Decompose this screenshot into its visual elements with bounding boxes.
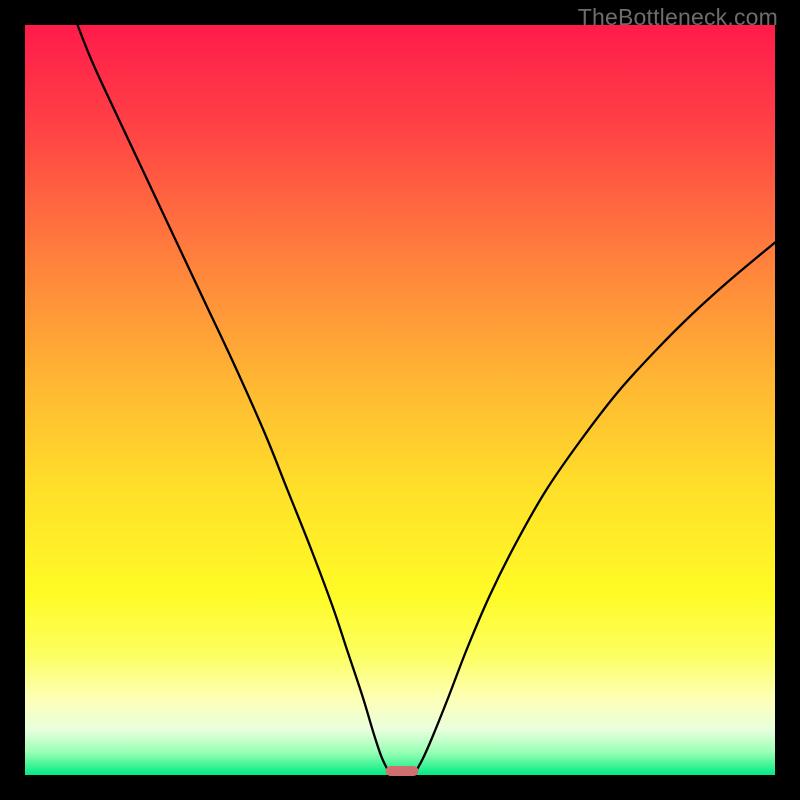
- plot-area: [25, 25, 775, 775]
- chart-frame: TheBottleneck.com: [0, 0, 800, 800]
- min-marker: [386, 766, 419, 776]
- curve-layer: [25, 25, 775, 775]
- curve-right: [417, 243, 775, 770]
- curve-left: [78, 25, 388, 769]
- watermark-text: TheBottleneck.com: [578, 4, 778, 31]
